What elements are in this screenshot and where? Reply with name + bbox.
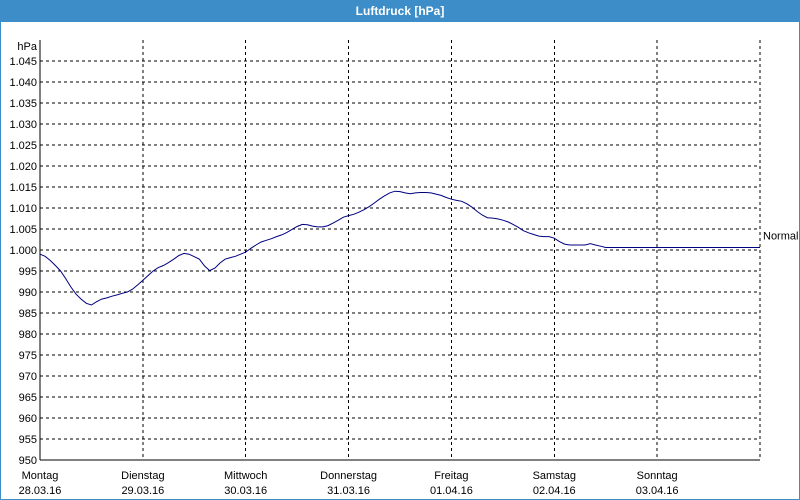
chart-title: Luftdruck [hPa] (0, 0, 800, 22)
y-tick-label: 1.020 (9, 161, 37, 173)
y-tick-label: 1.030 (9, 119, 37, 131)
x-tick-date: 31.03.16 (327, 485, 370, 497)
y-tick-label: 970 (19, 371, 37, 383)
y-axis-label: hPa (17, 41, 37, 53)
y-tick-label: 1.045 (9, 56, 37, 68)
y-tick-label: 995 (19, 266, 37, 278)
x-tick-day: Dienstag (121, 470, 164, 482)
y-tick-label: 990 (19, 287, 37, 299)
y-tick-label: 1.010 (9, 203, 37, 215)
pressure-line (39, 190, 760, 306)
y-tick-label: 950 (19, 455, 37, 467)
y-tick-label: 955 (19, 434, 37, 446)
y-tick-label: 1.005 (9, 224, 37, 236)
y-tick-label: 1.025 (9, 140, 37, 152)
y-tick-label: 965 (19, 392, 37, 404)
y-tick-label: 1.040 (9, 77, 37, 89)
x-tick-day: Mittwoch (224, 470, 267, 482)
y-tick-label: 985 (19, 308, 37, 320)
y-tick-label: 975 (19, 350, 37, 362)
x-tick-date: 29.03.16 (121, 485, 164, 497)
x-tick-date: 02.04.16 (533, 485, 576, 497)
y-tick-label: 1.035 (9, 98, 37, 110)
x-tick-day: Sonntag (637, 470, 678, 482)
y-tick-label: 960 (19, 413, 37, 425)
x-tick-date: 30.03.16 (224, 485, 267, 497)
y-tick-label: 980 (19, 329, 37, 341)
x-tick-date: 03.04.16 (636, 485, 679, 497)
normal-reference-label: Normal (763, 230, 798, 242)
x-tick-day: Donnerstag (320, 470, 377, 482)
x-tick-day: Montag (22, 470, 59, 482)
x-tick-day: Samstag (533, 470, 576, 482)
x-tick-date: 01.04.16 (430, 485, 473, 497)
x-tick-date: 28.03.16 (19, 485, 62, 497)
y-tick-label: 1.000 (9, 245, 37, 257)
y-tick-label: 1.015 (9, 182, 37, 194)
x-tick-day: Freitag (434, 470, 468, 482)
